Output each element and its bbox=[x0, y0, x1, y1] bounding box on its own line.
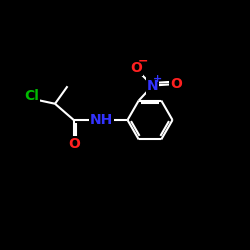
Text: O: O bbox=[170, 77, 182, 91]
Text: +: + bbox=[153, 74, 162, 84]
Text: O: O bbox=[68, 137, 80, 151]
Text: −: − bbox=[138, 54, 148, 68]
Text: O: O bbox=[130, 61, 142, 75]
Text: N: N bbox=[147, 78, 158, 92]
Text: NH: NH bbox=[90, 113, 113, 127]
Text: Cl: Cl bbox=[24, 89, 39, 103]
